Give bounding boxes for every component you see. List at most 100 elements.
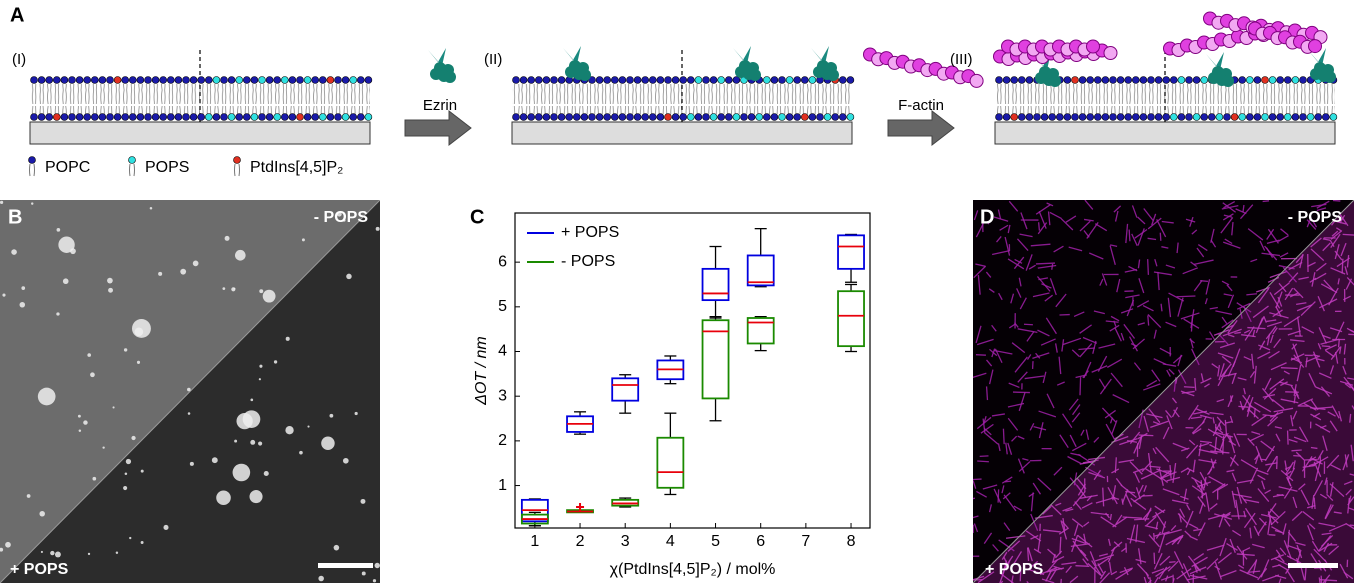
lipid-head xyxy=(1087,114,1094,121)
lipid-head xyxy=(748,114,755,121)
step-label: (II) xyxy=(484,51,502,68)
lipid-head xyxy=(1292,77,1299,84)
lipid-head xyxy=(251,114,258,121)
lipid-head xyxy=(1246,114,1253,121)
fiber xyxy=(1129,230,1130,242)
actin xyxy=(1309,40,1322,53)
particle xyxy=(193,261,199,267)
lipid-head xyxy=(46,77,53,84)
legend-label: POPS xyxy=(145,159,189,176)
lipid-head xyxy=(297,114,304,121)
lipid-head xyxy=(357,114,364,121)
lipid-head xyxy=(1163,77,1170,84)
lipid-head xyxy=(1011,77,1018,84)
lipid-head xyxy=(190,77,197,84)
lipid-head xyxy=(1216,114,1223,121)
particle xyxy=(57,228,61,232)
lipid-head xyxy=(236,77,243,84)
lipid-head xyxy=(160,114,167,121)
lipid-head xyxy=(1087,77,1094,84)
particle xyxy=(334,545,340,551)
lipid-head xyxy=(289,77,296,84)
lipid-head xyxy=(213,77,220,84)
fiber xyxy=(1028,548,1029,561)
fiber xyxy=(1005,481,1011,482)
lipid-head xyxy=(611,77,618,84)
lipid-head xyxy=(543,77,550,84)
particle xyxy=(233,288,235,290)
lipid-head xyxy=(1011,114,1018,121)
lipid-head xyxy=(91,77,98,84)
legend-label: PtdIns[4,5]P₂ xyxy=(250,159,343,176)
lipid-head xyxy=(672,77,679,84)
fiber xyxy=(1003,429,1004,444)
particle xyxy=(113,406,115,408)
y-axis-label: ΔOT / nm xyxy=(473,336,490,406)
lipid-head xyxy=(558,114,565,121)
lipid-head xyxy=(312,77,319,84)
lipid-head xyxy=(274,77,281,84)
lipid-head xyxy=(627,114,634,121)
ezrin xyxy=(749,69,761,81)
particle xyxy=(222,287,225,290)
lipid-head xyxy=(535,114,542,121)
fiber xyxy=(1134,519,1149,520)
lipid-head xyxy=(581,114,588,121)
y-tick-label: 3 xyxy=(498,387,507,404)
lipid-head xyxy=(1239,114,1246,121)
lipid-head xyxy=(1132,114,1139,121)
particle xyxy=(187,388,191,392)
lipid-head xyxy=(824,114,831,121)
lipid-head xyxy=(175,114,182,121)
particle xyxy=(343,458,349,464)
support xyxy=(995,122,1335,144)
lipid-head xyxy=(1254,77,1261,84)
lipid-head xyxy=(1163,114,1170,121)
lipid-head xyxy=(996,77,1003,84)
fiber xyxy=(998,489,999,502)
lipid-head xyxy=(53,77,60,84)
box xyxy=(838,235,864,269)
lipid-head xyxy=(642,114,649,121)
lipid-head xyxy=(1102,77,1109,84)
lipid-head xyxy=(551,77,558,84)
lipid-head xyxy=(319,114,326,121)
lipid-head xyxy=(342,77,349,84)
x-tick-label: 4 xyxy=(666,533,675,550)
lipid-head xyxy=(1094,77,1101,84)
lipid-head xyxy=(513,114,520,121)
arrow xyxy=(405,111,471,145)
lipid-head xyxy=(763,77,770,84)
box xyxy=(657,438,683,488)
panel-b xyxy=(0,200,380,583)
lipid-head xyxy=(259,77,266,84)
particle xyxy=(124,348,127,351)
lipid-head xyxy=(46,114,53,121)
lipid-head xyxy=(1201,77,1208,84)
lipid-head xyxy=(61,114,68,121)
fiber xyxy=(987,386,988,400)
lipid-head xyxy=(99,77,106,84)
lipid-head xyxy=(1170,114,1177,121)
particle xyxy=(5,542,11,548)
particle xyxy=(11,249,17,255)
lipid-head xyxy=(350,114,357,121)
particle xyxy=(108,288,113,293)
lipid-head xyxy=(703,114,710,121)
lipid-head xyxy=(756,114,763,121)
lipid-head xyxy=(771,77,778,84)
lipid-head xyxy=(350,77,357,84)
lipid-head xyxy=(634,77,641,84)
particle xyxy=(360,499,365,504)
legend-icon xyxy=(29,157,36,164)
legend-label: - POPS xyxy=(561,253,615,270)
ezrin xyxy=(579,69,591,81)
lipid-head xyxy=(763,114,770,121)
y-tick-label: 6 xyxy=(498,253,507,270)
lipid-head xyxy=(1292,114,1299,121)
particle xyxy=(126,459,131,464)
lipid-head xyxy=(1284,77,1291,84)
lipid-head xyxy=(520,77,527,84)
lipid-head xyxy=(1170,77,1177,84)
